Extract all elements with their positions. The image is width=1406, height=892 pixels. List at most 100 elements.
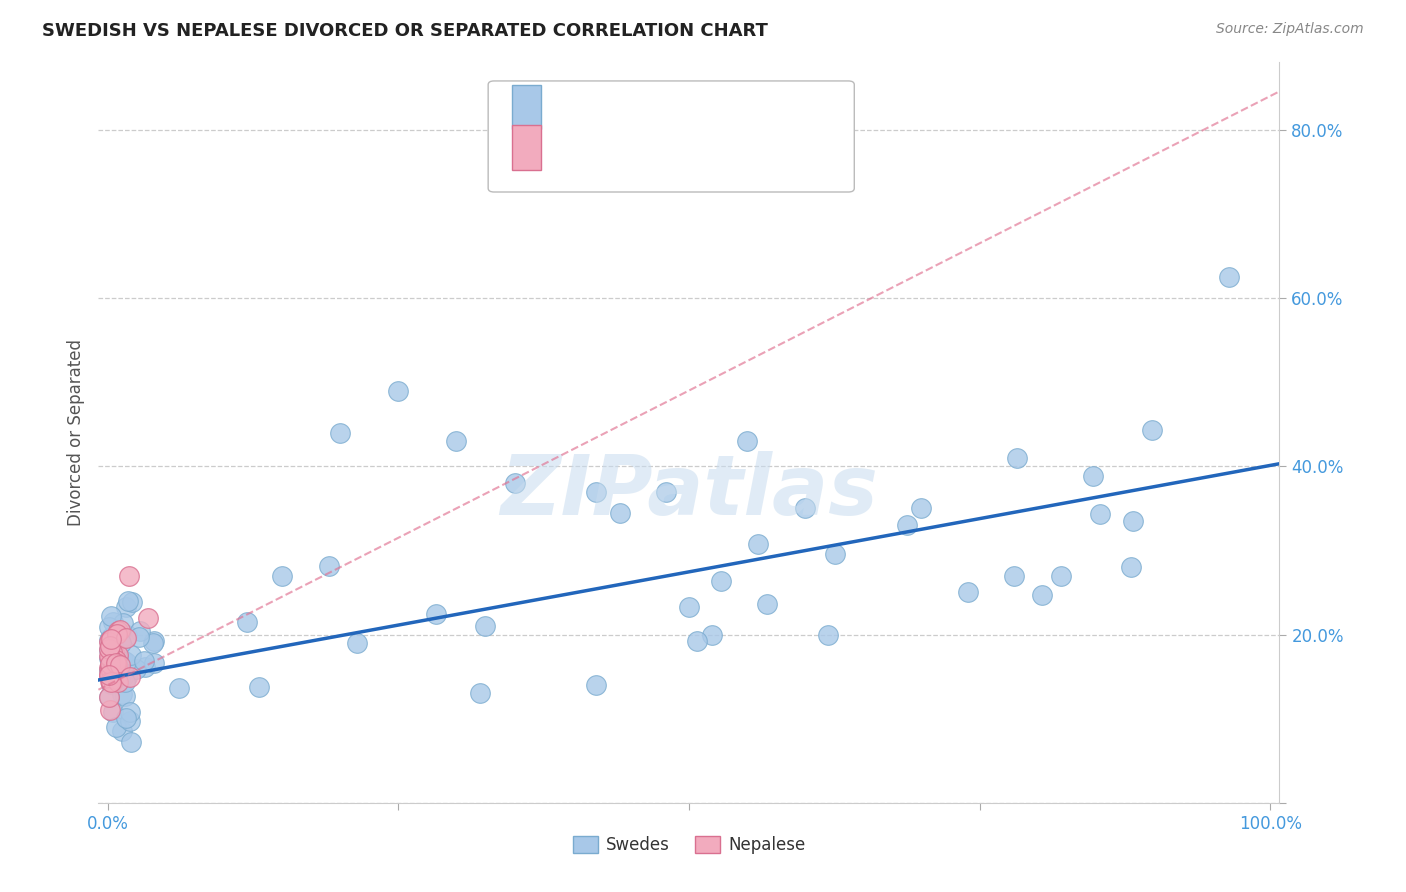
Point bbox=[134, 660, 156, 674]
Point bbox=[105, 627, 128, 641]
Point bbox=[318, 559, 340, 574]
Point bbox=[100, 608, 122, 623]
Point bbox=[98, 660, 121, 674]
Point bbox=[817, 627, 839, 641]
Point bbox=[120, 735, 142, 749]
Point bbox=[111, 653, 134, 667]
Point bbox=[105, 649, 128, 664]
Point bbox=[118, 670, 141, 684]
Point bbox=[120, 705, 142, 719]
Legend: Swedes, Nepalese: Swedes, Nepalese bbox=[565, 830, 813, 861]
Y-axis label: Divorced or Separated: Divorced or Separated bbox=[66, 339, 84, 526]
Point bbox=[110, 637, 132, 651]
Text: Source: ZipAtlas.com: Source: ZipAtlas.com bbox=[1216, 22, 1364, 37]
Point bbox=[1119, 560, 1142, 574]
Point bbox=[105, 665, 128, 679]
Point bbox=[105, 658, 128, 673]
Point bbox=[112, 615, 135, 630]
Point bbox=[685, 634, 707, 648]
Point bbox=[271, 568, 294, 582]
Point bbox=[101, 705, 124, 719]
Point bbox=[100, 665, 122, 679]
Point bbox=[107, 648, 129, 663]
Point bbox=[98, 667, 121, 681]
Point bbox=[143, 634, 166, 648]
Point bbox=[104, 664, 127, 678]
Point bbox=[117, 568, 139, 582]
Point bbox=[110, 636, 132, 650]
Point bbox=[125, 663, 148, 677]
Point bbox=[114, 689, 136, 703]
Point bbox=[128, 630, 150, 644]
Point bbox=[98, 665, 121, 680]
Point bbox=[97, 620, 120, 634]
Point bbox=[97, 648, 120, 663]
Point bbox=[103, 646, 125, 660]
Point bbox=[1081, 469, 1104, 483]
Point bbox=[107, 675, 129, 690]
Point bbox=[98, 650, 121, 665]
Point bbox=[678, 599, 700, 614]
Point bbox=[702, 627, 724, 641]
Point bbox=[98, 632, 121, 647]
Point bbox=[114, 600, 136, 615]
Point bbox=[115, 628, 138, 642]
Point bbox=[735, 434, 758, 448]
Point bbox=[710, 574, 733, 588]
Point bbox=[104, 656, 127, 670]
Point bbox=[98, 703, 121, 717]
Point bbox=[97, 635, 120, 649]
Point bbox=[107, 650, 129, 665]
Point bbox=[105, 653, 128, 667]
Point bbox=[425, 607, 447, 621]
Point bbox=[236, 615, 259, 629]
Point bbox=[1002, 568, 1025, 582]
Point bbox=[1140, 423, 1163, 437]
FancyBboxPatch shape bbox=[512, 85, 541, 129]
Point bbox=[115, 632, 138, 646]
Point bbox=[111, 688, 134, 702]
Point bbox=[105, 647, 128, 661]
Point bbox=[585, 678, 607, 692]
Point bbox=[1031, 588, 1053, 602]
Point bbox=[98, 674, 121, 689]
Point bbox=[115, 670, 138, 684]
Point bbox=[1050, 568, 1073, 582]
Point bbox=[105, 663, 128, 677]
Point bbox=[103, 615, 125, 630]
Point bbox=[101, 673, 124, 688]
Text: R = 0.622: R = 0.622 bbox=[560, 100, 643, 118]
Point bbox=[654, 484, 676, 499]
Point bbox=[824, 547, 846, 561]
Point bbox=[98, 648, 121, 662]
Point bbox=[1218, 270, 1240, 285]
Point bbox=[107, 624, 129, 639]
Point bbox=[98, 657, 121, 671]
Point bbox=[346, 635, 368, 649]
Point bbox=[1122, 514, 1144, 528]
Point bbox=[129, 624, 152, 638]
Point bbox=[100, 668, 122, 682]
Point bbox=[107, 659, 129, 673]
Point bbox=[98, 640, 121, 654]
Point bbox=[446, 434, 468, 448]
Text: N = 95: N = 95 bbox=[713, 100, 770, 118]
Point bbox=[755, 597, 778, 611]
Point bbox=[609, 506, 631, 520]
Text: SWEDISH VS NEPALESE DIVORCED OR SEPARATED CORRELATION CHART: SWEDISH VS NEPALESE DIVORCED OR SEPARATE… bbox=[42, 22, 768, 40]
Point bbox=[1088, 507, 1111, 521]
Point bbox=[100, 666, 122, 681]
FancyBboxPatch shape bbox=[512, 126, 541, 169]
Point bbox=[110, 672, 132, 686]
Point bbox=[329, 425, 352, 440]
Point bbox=[98, 663, 121, 677]
Point bbox=[474, 619, 496, 633]
Point bbox=[111, 723, 134, 738]
Text: N = 39: N = 39 bbox=[713, 141, 770, 159]
Point bbox=[101, 643, 124, 657]
Point bbox=[503, 476, 526, 491]
Point bbox=[143, 656, 166, 670]
Point bbox=[108, 623, 131, 637]
Point bbox=[100, 632, 122, 646]
Point bbox=[585, 484, 607, 499]
